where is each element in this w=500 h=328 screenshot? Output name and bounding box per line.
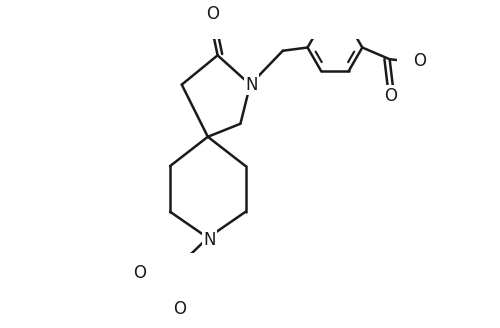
Text: N: N [203, 231, 215, 249]
Text: O: O [133, 264, 146, 282]
Text: O: O [384, 87, 398, 105]
Text: O: O [206, 5, 220, 23]
Text: O: O [174, 300, 186, 318]
Text: O: O [413, 51, 426, 70]
Text: N: N [245, 76, 258, 94]
